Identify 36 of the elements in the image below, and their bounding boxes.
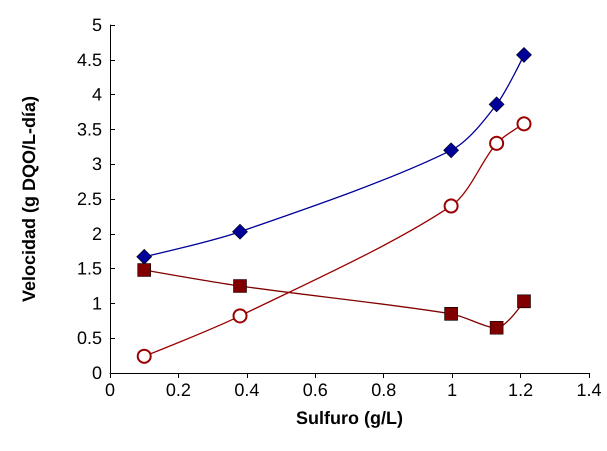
y-axis-title: Velocidad (g DQO/L-día) [19, 96, 39, 302]
x-tick-label: 0.4 [234, 380, 260, 400]
point [136, 348, 152, 364]
y-tick-label: 4.5 [76, 50, 102, 70]
point [136, 248, 152, 265]
point [233, 279, 247, 293]
point [232, 224, 248, 240]
y-tick-label: 3 [92, 154, 102, 174]
x-tick-label: 0 [104, 380, 116, 400]
point [489, 136, 504, 151]
y-tick-label: 2 [92, 224, 102, 244]
point [490, 320, 504, 335]
x-tick-label: 0.2 [166, 380, 191, 400]
y-tick-label: 1.5 [76, 258, 102, 279]
y-tick-label: 3.5 [76, 119, 102, 140]
x-tick-label: 1 [447, 380, 458, 400]
y-tick-label: 1 [92, 293, 102, 314]
point [516, 47, 532, 63]
point [517, 294, 531, 308]
point [444, 198, 459, 214]
y-tick-label: 2.5 [76, 189, 102, 209]
y-tick-label: 0.5 [76, 328, 102, 348]
point [232, 308, 248, 324]
y-tick-label: 0 [92, 363, 102, 383]
x-tick-label: 1.2 [508, 380, 534, 400]
point [516, 116, 532, 132]
y-tick-label: 4 [92, 84, 102, 105]
x-tick-label: 0.8 [371, 380, 396, 400]
x-tick-label: 0.6 [302, 380, 328, 400]
x-axis-title: Sulfuro (g/L) [296, 408, 403, 428]
point [488, 96, 504, 112]
point [137, 263, 152, 277]
y-tick-label: 5 [92, 15, 102, 35]
x-tick-label: 1.4 [576, 380, 602, 400]
point [444, 307, 458, 321]
point [443, 142, 459, 158]
